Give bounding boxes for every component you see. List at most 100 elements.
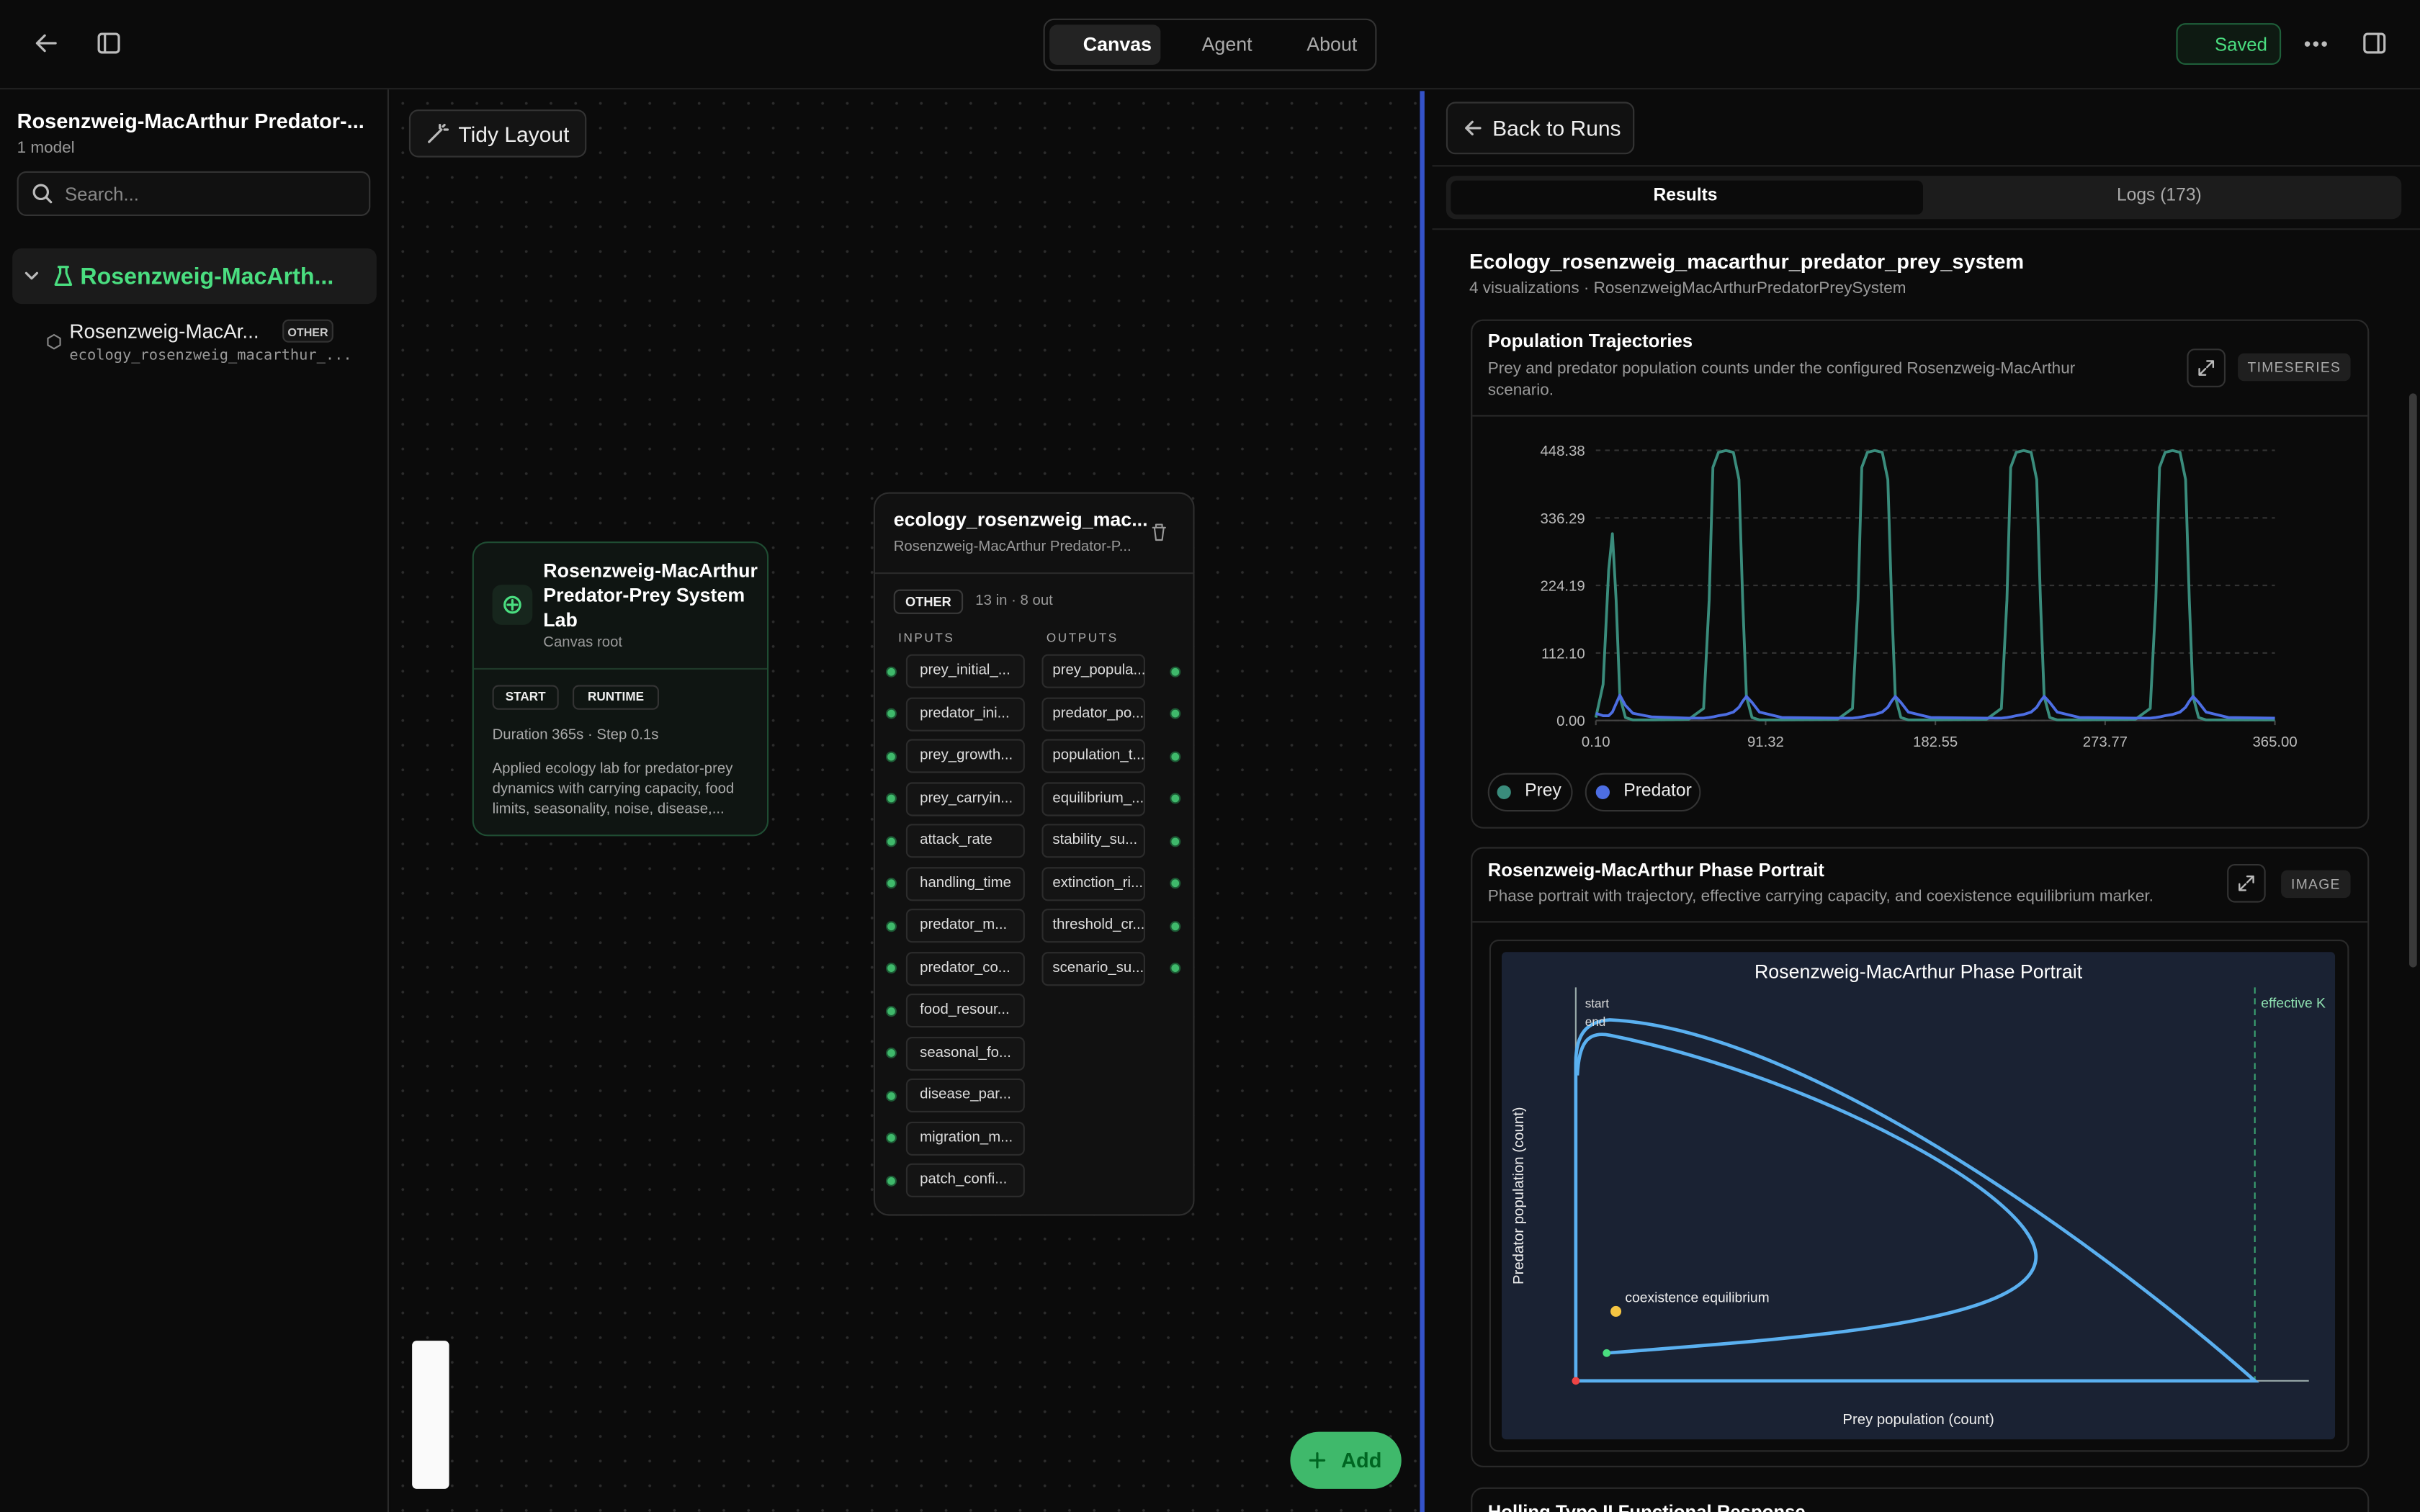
card-title: Rosenzweig-MacArthur Phase Portrait <box>1487 859 1824 881</box>
add-button[interactable] <box>1290 1431 1402 1489</box>
model-node-divider <box>875 572 1193 575</box>
viz-card <box>1471 1487 2370 1512</box>
search-box[interactable] <box>17 171 371 216</box>
wand-icon <box>428 123 449 143</box>
start-label: start <box>1585 996 1610 1010</box>
y-tick-label: 112.10 <box>1541 646 1585 662</box>
sidebar-toggle[interactable] <box>97 32 120 54</box>
active-tab[interactable] <box>1049 24 1161 65</box>
view-tab[interactable]: About <box>1307 33 1358 55</box>
input-port <box>886 920 897 932</box>
back-label[interactable]: Back to Runs <box>1492 114 1621 140</box>
input-port <box>886 878 897 889</box>
y-tick-label: 336.29 <box>1540 511 1585 527</box>
x-tick-label: 182.55 <box>1913 734 1958 750</box>
input-port <box>886 963 897 974</box>
input-port <box>886 835 897 847</box>
result-tab[interactable]: Results <box>1653 186 1718 206</box>
search-icon <box>32 184 53 204</box>
port-box <box>1041 951 1145 986</box>
node-meta: Duration 365s · Step 0.1s <box>492 726 659 744</box>
card-description: scenario. <box>1487 380 1554 400</box>
view-tab[interactable]: Canvas <box>1083 33 1152 55</box>
expand-button[interactable] <box>2187 348 2226 387</box>
output-port <box>1170 793 1181 804</box>
minimap-controls[interactable] <box>412 1341 449 1489</box>
output-name: extinction_ri... <box>1052 874 1144 892</box>
port-box <box>905 1035 1025 1071</box>
y-axis-label: Predator population (count) <box>1511 1107 1527 1284</box>
saved-status <box>2176 23 2282 65</box>
more-icon[interactable] <box>2304 41 2329 47</box>
x-tick-label: 273.77 <box>2083 734 2128 750</box>
input-port <box>886 750 897 762</box>
panel-divider[interactable] <box>1420 91 1425 1512</box>
input-port <box>886 1005 897 1017</box>
node-badge-label: START <box>505 690 546 704</box>
card-separator <box>1472 415 2368 417</box>
node-title: Lab <box>543 608 578 631</box>
port-box <box>1041 909 1145 943</box>
output-name: prey_popula... <box>1052 662 1146 680</box>
legend-item[interactable] <box>1585 773 1701 812</box>
input-name: handling_time <box>920 874 1011 892</box>
tree-group-label[interactable]: Rosenzweig-MacArth... <box>80 264 334 290</box>
node-description: Applied ecology lab for predator-prey <box>492 761 733 778</box>
node-badge <box>893 589 964 614</box>
node-title: Rosenzweig-MacArthur <box>543 559 758 581</box>
output-port <box>1170 835 1181 847</box>
legend-label: Predator <box>1623 782 1692 801</box>
tree-group[interactable] <box>12 248 377 305</box>
port-box <box>905 824 1025 858</box>
active-result-tab[interactable] <box>1451 180 1923 215</box>
input-name: food_resour... <box>920 1002 1010 1019</box>
trash-icon[interactable] <box>1152 523 1167 541</box>
view-tab[interactable]: Agent <box>1201 33 1252 55</box>
legend-item[interactable] <box>1487 773 1573 812</box>
port-box <box>905 781 1025 816</box>
output-port <box>1170 708 1181 719</box>
x-tick-label: 365.00 <box>2252 734 2297 750</box>
port-box <box>1041 866 1145 901</box>
port-box <box>1041 781 1145 816</box>
expand-icon <box>2238 875 2254 891</box>
output-port <box>1170 878 1181 889</box>
input-port <box>886 1132 897 1143</box>
input-name: migration_m... <box>920 1129 1013 1146</box>
lab-icon <box>503 595 521 614</box>
input-name: disease_par... <box>920 1086 1011 1104</box>
result-tab[interactable]: Logs (173) <box>2116 186 2202 206</box>
output-name: stability_su... <box>1052 832 1138 850</box>
output-name: predator_po... <box>1052 704 1144 722</box>
add-label[interactable]: Add <box>1341 1448 1382 1472</box>
section-label: INPUTS <box>898 631 955 646</box>
y-tick-label: 448.38 <box>1540 444 1585 459</box>
output-name: population_t... <box>1052 747 1145 765</box>
input-port <box>886 793 897 804</box>
separator <box>1432 165 2420 167</box>
back-to-runs-button[interactable] <box>1446 102 1635 155</box>
expand-icon <box>2198 360 2215 376</box>
port-box <box>905 909 1025 943</box>
panel-toggle[interactable] <box>2363 32 2386 54</box>
tree-item-name[interactable]: Rosenzweig-MacAr... <box>69 319 259 343</box>
port-box <box>905 739 1025 773</box>
node-title: ecology_rosenzweig_mac... <box>893 508 1148 531</box>
equilibrium-marker <box>1610 1305 1622 1317</box>
run-heading: Ecology_rosenzweig_macarthur_predator_pr… <box>1469 249 2025 274</box>
tidy-layout-label[interactable]: Tidy Layout <box>458 121 570 146</box>
end-marker <box>1572 1377 1580 1385</box>
back-icon[interactable] <box>34 31 58 55</box>
run-subheading: 4 visualizations · RosenzweigMacArthurPr… <box>1469 279 1906 297</box>
legend-swatch <box>1595 785 1610 799</box>
card-title: Population Trajectories <box>1487 330 1693 352</box>
port-box <box>1041 696 1145 731</box>
expand-button[interactable] <box>2227 864 2266 903</box>
input-port <box>886 1174 897 1186</box>
port-box <box>905 1078 1025 1112</box>
tree-item-id: ecology_rosenzweig_macarthur_... <box>69 347 352 365</box>
image-background <box>1502 952 2336 1440</box>
y-tick-label: 224.19 <box>1540 579 1585 595</box>
scrollbar[interactable] <box>2409 393 2417 968</box>
